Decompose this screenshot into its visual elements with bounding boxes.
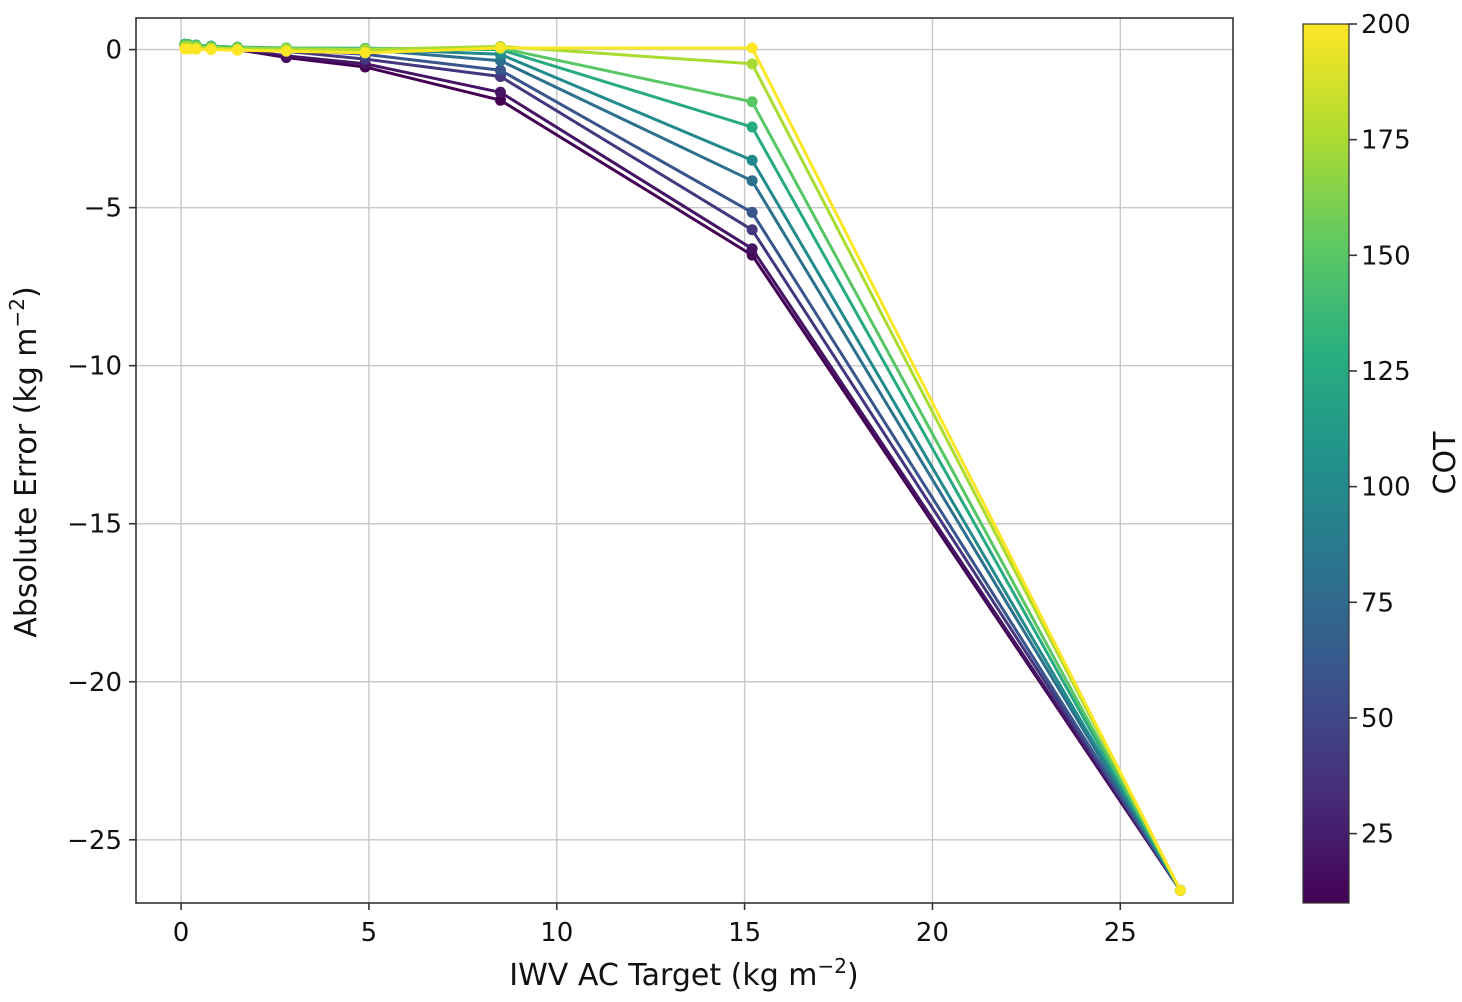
- colorbar: [1302, 23, 1350, 904]
- data-point: [494, 64, 506, 76]
- data-point: [494, 42, 506, 54]
- data-point: [746, 243, 758, 255]
- series-line: [184, 42, 1182, 892]
- data-point: [494, 86, 506, 98]
- colorbar-label: COT: [1428, 431, 1462, 495]
- data-point: [746, 42, 758, 54]
- data-point: [746, 121, 758, 133]
- data-point: [359, 47, 371, 59]
- series-line: [184, 42, 1182, 892]
- y-tick-label: −20: [67, 668, 122, 698]
- data-point: [746, 175, 758, 187]
- colorbar-tick-label: 125: [1361, 357, 1411, 387]
- plot-series: [179, 38, 1186, 896]
- x-tick-label: 15: [728, 918, 761, 948]
- y-tick-label: −25: [67, 826, 122, 856]
- data-point: [746, 206, 758, 218]
- x-tick-label: 5: [361, 918, 378, 948]
- colorbar-tick-label: 200: [1361, 10, 1411, 40]
- plot-frame: [135, 17, 1234, 904]
- y-tick-label: −15: [67, 510, 122, 540]
- y-axis-label: Absolute Error (kg m−2): [5, 286, 44, 637]
- data-point: [746, 58, 758, 70]
- grid: [136, 18, 1233, 903]
- x-tick-label: 25: [1104, 918, 1137, 948]
- data-point: [280, 45, 292, 57]
- data-point: [746, 224, 758, 236]
- series-line: [184, 43, 1182, 892]
- colorbar-tick-label: 25: [1361, 820, 1394, 850]
- x-tick-label: 20: [916, 918, 949, 948]
- colorbar-tick-label: 75: [1361, 588, 1394, 618]
- x-tick-label: 10: [540, 918, 573, 948]
- colorbar-tick-label: 50: [1361, 704, 1394, 734]
- colorbar-tick-label: 175: [1361, 126, 1411, 156]
- data-point: [205, 44, 217, 56]
- data-point: [746, 154, 758, 166]
- data-point: [231, 44, 243, 56]
- axis-ticks: 0 5 10 15 20 25 0 −5 −10 −15 −20 −25: [67, 36, 1137, 948]
- colorbar-tick-label: 150: [1361, 241, 1411, 271]
- series-line: [184, 42, 1182, 892]
- data-point: [190, 43, 202, 55]
- x-axis-label: IWV AC Target (kg m−2): [509, 954, 858, 993]
- data-point: [746, 96, 758, 108]
- data-point: [1174, 884, 1186, 896]
- y-tick-label: 0: [105, 36, 122, 66]
- y-tick-label: −5: [84, 194, 122, 224]
- colorbar-tick-label: 100: [1361, 473, 1411, 503]
- colorbar-ticks: 25 50 75 100 125 150 175 200: [1349, 10, 1411, 850]
- y-tick-label: −10: [67, 352, 122, 382]
- data-point: [494, 94, 506, 106]
- x-tick-label: 0: [173, 918, 190, 948]
